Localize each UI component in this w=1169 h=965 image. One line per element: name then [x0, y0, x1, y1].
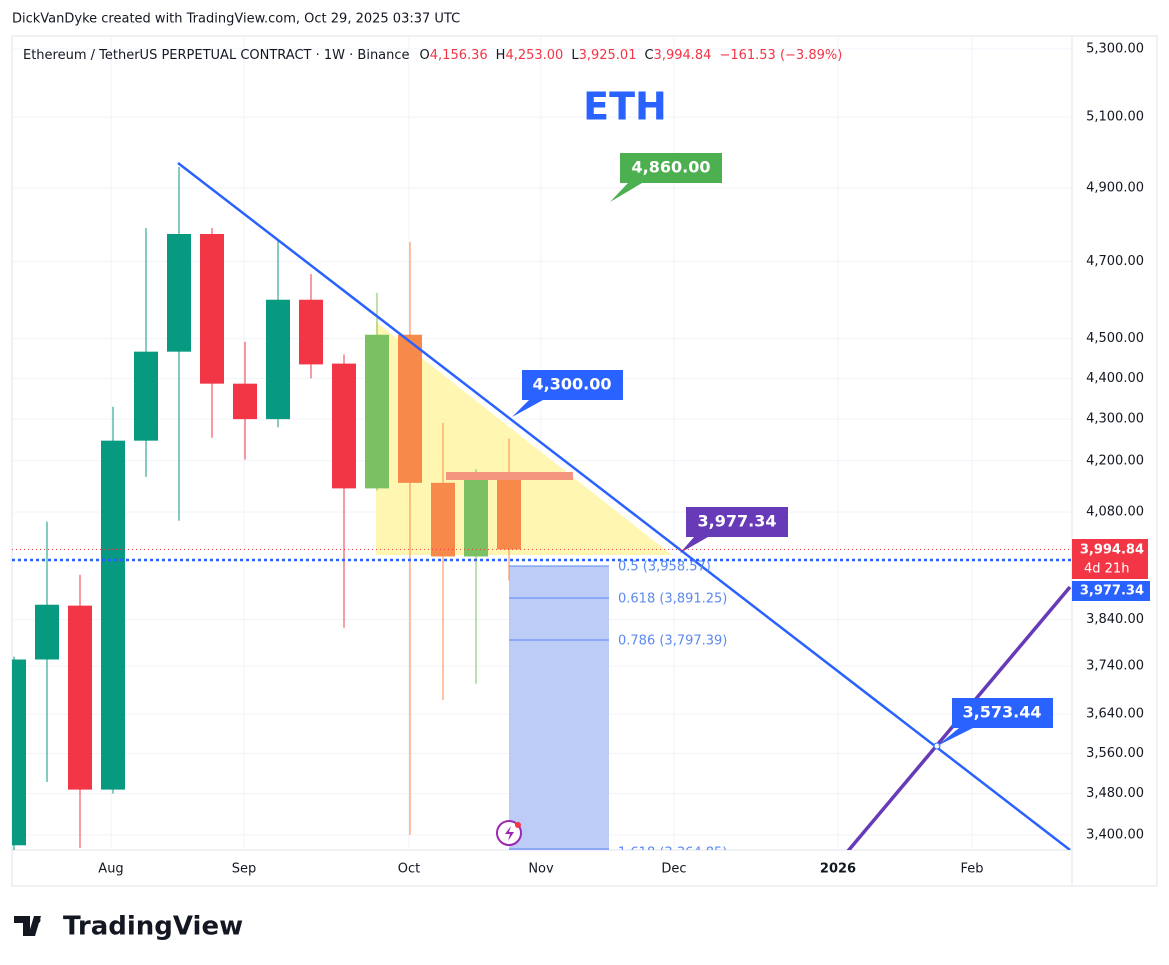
- y-tick-label: 4,500.00: [1086, 331, 1144, 346]
- event-icon-glyph: [505, 826, 514, 841]
- candle-body: [464, 479, 488, 557]
- countdown: 4d 21h: [1084, 562, 1129, 577]
- callout: [680, 507, 788, 553]
- x-tick-label: Aug: [98, 862, 123, 877]
- candle-body: [68, 605, 92, 790]
- candle-body: [497, 479, 521, 550]
- fib-label: 1.618 (3,364.85): [618, 846, 727, 861]
- candle-body: [332, 363, 356, 489]
- candle-body: [299, 299, 323, 365]
- callout-label: 4,860.00: [632, 158, 711, 177]
- logo-text: TradingView: [63, 912, 243, 942]
- x-tick-label: Feb: [960, 862, 983, 877]
- header-text: H: [496, 48, 506, 63]
- resistance-zone: [446, 472, 573, 480]
- x-tick-label: Nov: [528, 862, 554, 877]
- y-tick-label: 5,100.00: [1086, 110, 1144, 125]
- callout: [512, 370, 623, 417]
- trend-line: [177, 162, 1071, 850]
- candle-body: [134, 351, 158, 441]
- logo: TradingView: [14, 912, 243, 942]
- last-price-tag: [1072, 539, 1148, 579]
- event-dot: [515, 822, 521, 828]
- y-tick-label: 4,400.00: [1086, 371, 1144, 386]
- line-price-tag: [1072, 581, 1150, 601]
- header-text: Ethereum / TetherUS PERPETUAL CONTRACT ·…: [23, 48, 410, 63]
- fib-zone: [509, 566, 609, 850]
- attribution: DickVanDyke created with TradingView.com…: [12, 12, 460, 27]
- x-tick-label: Dec: [661, 862, 686, 877]
- candle-body: [12, 659, 26, 846]
- candle-body: [167, 234, 191, 352]
- fib-label: 0.5 (3,958.57): [618, 560, 711, 575]
- header-text: 4,253.00: [505, 48, 563, 63]
- y-tick-label: 3,640.00: [1086, 707, 1144, 722]
- last-price-label: 3,994.84: [1080, 543, 1144, 558]
- y-tick-label: 3,560.00: [1086, 746, 1144, 761]
- y-tick-label: 3,840.00: [1086, 612, 1144, 627]
- y-tick-label: 3,400.00: [1086, 827, 1144, 842]
- candle-body: [200, 234, 224, 384]
- y-tick-label: 4,900.00: [1086, 180, 1144, 195]
- header-text: −161.53 (−3.89%): [719, 48, 842, 63]
- callout-label: 3,573.44: [963, 703, 1042, 722]
- header-text: O: [420, 48, 430, 63]
- logo-mark: [33, 916, 41, 924]
- chart-title: ETH: [583, 85, 667, 129]
- header-text: L: [571, 48, 579, 63]
- line-price-label: 3,977.34: [1080, 584, 1144, 599]
- y-tick-label: 3,480.00: [1086, 786, 1144, 801]
- header-text: C: [644, 48, 653, 63]
- candle-body: [398, 334, 422, 483]
- fib-label: 0.786 (3,797.39): [618, 634, 727, 649]
- y-tick-label: 3,740.00: [1086, 659, 1144, 674]
- candle-body: [431, 482, 455, 557]
- candle-body: [233, 383, 257, 420]
- y-tick-label: 4,200.00: [1086, 453, 1144, 468]
- candle-body: [35, 604, 59, 660]
- callout-label: 3,977.34: [698, 512, 777, 531]
- y-tick-label: 5,300.00: [1086, 41, 1144, 56]
- y-tick-label: 4,080.00: [1086, 505, 1144, 520]
- x-tick-label: Sep: [232, 862, 257, 877]
- candle-body: [365, 334, 389, 489]
- callout-label: 4,300.00: [533, 375, 612, 394]
- y-tick-label: 4,700.00: [1086, 254, 1144, 269]
- legend-header: Ethereum / TetherUS PERPETUAL CONTRACT ·…: [23, 48, 842, 63]
- callout: [610, 153, 722, 202]
- candle-body: [101, 440, 125, 790]
- candle-body: [266, 299, 290, 420]
- x-tick-label: Oct: [398, 862, 420, 877]
- header-text: 3,994.84: [654, 48, 712, 63]
- callout: [937, 698, 1053, 746]
- fib-label: 0.618 (3,891.25): [618, 592, 727, 607]
- header-text: 3,925.01: [579, 48, 637, 63]
- x-tick-label: 2026: [820, 862, 856, 877]
- header-text: 4,156.36: [430, 48, 488, 63]
- y-tick-label: 4,300.00: [1086, 412, 1144, 427]
